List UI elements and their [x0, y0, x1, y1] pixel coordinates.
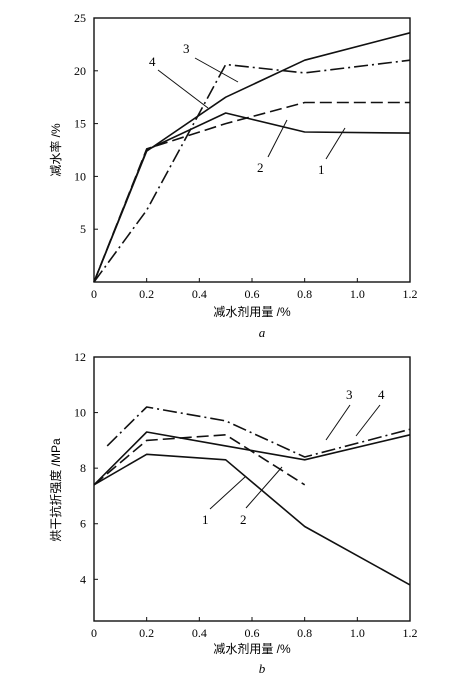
panel-a-frame	[93, 17, 411, 283]
panel-b-x-tick-label: 0	[91, 626, 97, 640]
panel-a-y-tick-label: 15	[74, 117, 86, 131]
panel-a-x-tick-label: 0.2	[139, 287, 154, 301]
panel-b-y-tick-label: 8	[80, 461, 86, 475]
panel-a-x-tick-label: 0.4	[192, 287, 207, 301]
panel-a-x-tick-label: 0	[91, 287, 97, 301]
panel-b-leader-1	[209, 476, 246, 510]
panel-b-x-tick-label: 1.2	[403, 626, 418, 640]
panel-a-x-tick-label: 0.8	[297, 287, 312, 301]
panel-a-annotation-2: 2	[257, 160, 264, 175]
panel-b-series-4-line	[106, 406, 411, 458]
panel-a-y-tick-label: 25	[74, 11, 86, 25]
panel-b-series-2-line	[93, 433, 306, 486]
panel-a-series-2-line	[93, 101, 410, 283]
panel-b-y-tick-label: 10	[74, 406, 86, 420]
panel-a-y-tick-label: 10	[74, 169, 86, 183]
panel-a-ylabel: 减水率 /%	[48, 123, 63, 177]
panel-b-y-ticks: 4 6 8 10 12	[74, 350, 98, 586]
panel-b-leader-2	[245, 466, 283, 509]
panel-a-series-1-line	[93, 112, 411, 283]
panel-b-x-tick-label: 0.6	[245, 626, 260, 640]
panel-b-y-tick-label: 12	[74, 350, 86, 364]
panel-a-annotation-4: 4	[149, 54, 156, 69]
panel-b-series	[93, 406, 411, 586]
panel-b-series-1-line	[93, 453, 411, 586]
panel-a-x-tick-label: 0.6	[245, 287, 260, 301]
panel-b-leader-4	[355, 404, 381, 437]
panel-a-x-tick-label: 1.0	[350, 287, 365, 301]
panel-b-annotation-3: 3	[346, 387, 353, 402]
panel-b-series-3-line	[93, 431, 411, 486]
panel-b-x-tick-label: 0.4	[192, 626, 207, 640]
panel-a-label: a	[259, 325, 266, 340]
panel-a-x-tick-label: 1.2	[403, 287, 418, 301]
panel-a-annotation-3: 3	[183, 41, 190, 56]
panel-a-leader-1	[325, 127, 346, 160]
panel-b-x-tick-label: 0.2	[139, 626, 154, 640]
panel-b-x-ticks: 0 0.2 0.4 0.6 0.8 1.0 1.2	[91, 617, 418, 640]
panel-b-xlabel: 减水剂用量 /%	[213, 641, 291, 656]
panel-a: 0 0.2 0.4 0.6 0.8 1.0 1.2 5 10 15 20 25 减水率 /% 减水剂…	[48, 11, 418, 340]
panel-a-leader-3	[194, 57, 239, 83]
panel-a-y-tick-label: 20	[74, 64, 86, 78]
panel-b-ylabel: 烘干抗折强度 /MPa	[48, 438, 63, 542]
panel-b-annotation-4: 4	[378, 387, 385, 402]
panel-a-leader-2	[267, 119, 288, 158]
panel-a-series	[93, 32, 411, 283]
panel-a-annotation-1: 1	[318, 162, 325, 177]
panel-a-leader-4	[157, 69, 209, 109]
panel-b-leader-3	[325, 404, 351, 441]
panel-a-x-ticks: 0 0.2 0.4 0.6 0.8 1.0 1.2	[91, 278, 418, 301]
panel-b-y-tick-label: 4	[80, 572, 86, 586]
panel-b-x-tick-label: 1.0	[350, 626, 365, 640]
panel-a-xlabel: 减水剂用量 /%	[213, 304, 291, 319]
panel-a-y-ticks: 5 10 15 20 25	[74, 11, 98, 236]
panel-b-x-tick-label: 0.8	[297, 626, 312, 640]
panel-a-y-tick-label: 5	[80, 222, 86, 236]
panel-b-annotation-1: 1	[202, 512, 209, 527]
panel-a-series-3-line	[93, 32, 411, 283]
panel-b-label: b	[259, 661, 266, 676]
panel-b-y-tick-label: 6	[80, 517, 86, 531]
panel-a-series-4-line	[93, 59, 411, 283]
panel-b-annotation-2: 2	[240, 512, 247, 527]
panel-b-frame	[93, 356, 411, 622]
